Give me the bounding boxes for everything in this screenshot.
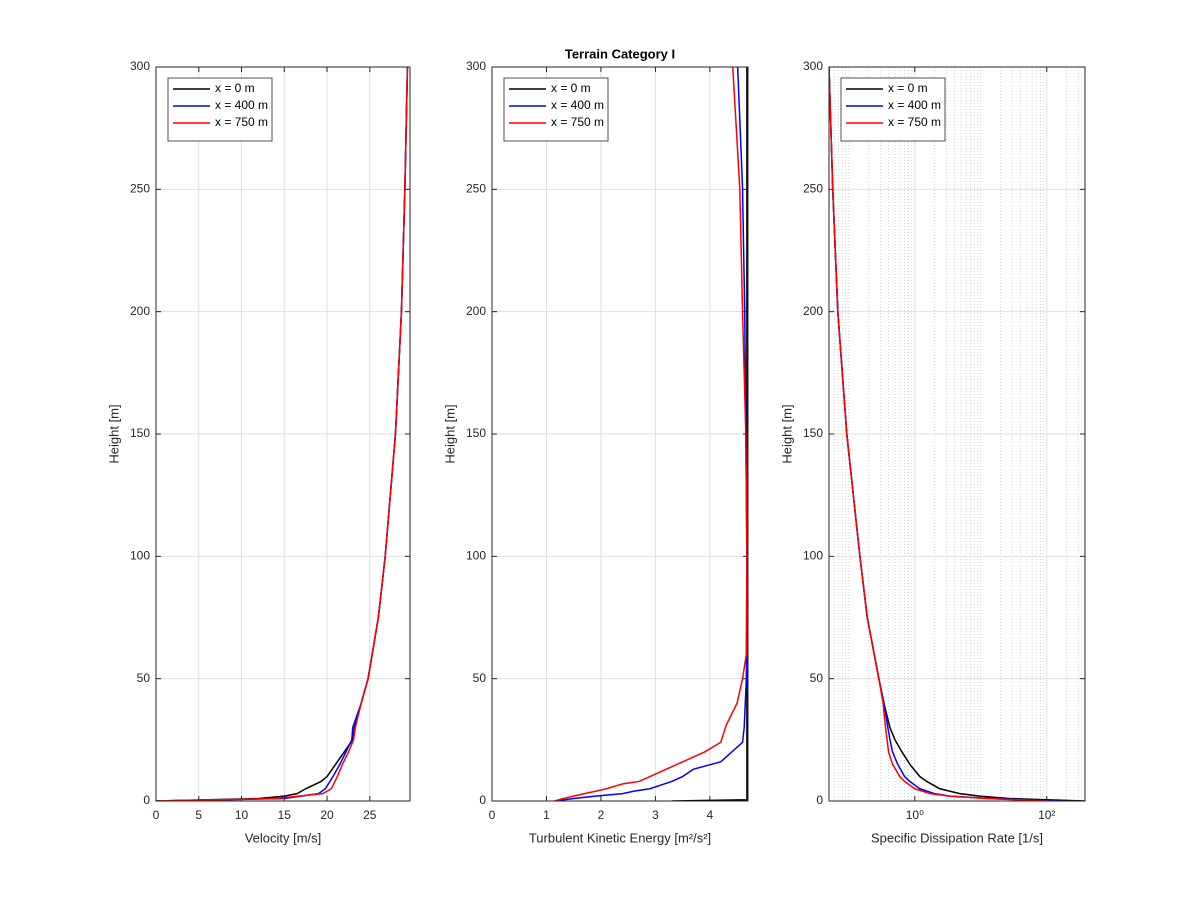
data-line bbox=[156, 67, 409, 801]
y-tick-label: 0 bbox=[816, 793, 823, 807]
y-tick-label: 100 bbox=[803, 549, 823, 563]
y-axis-label: Height [m] bbox=[779, 404, 794, 463]
y-tick-label: 200 bbox=[130, 304, 150, 318]
y-tick-label: 50 bbox=[473, 671, 487, 685]
y-tick-label: 250 bbox=[803, 182, 823, 196]
y-tick-label: 150 bbox=[130, 426, 150, 440]
axes-box bbox=[828, 66, 1086, 802]
x-tick-label: 10 bbox=[235, 808, 249, 822]
y-tick-label: 250 bbox=[130, 182, 150, 196]
x-tick-label: 4 bbox=[707, 808, 714, 822]
legend-label: x = 400 m bbox=[551, 98, 604, 112]
y-tick-label: 300 bbox=[466, 59, 486, 73]
legend-label: x = 0 m bbox=[551, 81, 591, 95]
x-axis-label: Turbulent Kinetic Energy [m²/s²] bbox=[529, 830, 711, 845]
legend-label: x = 400 m bbox=[888, 98, 941, 112]
y-tick-label: 50 bbox=[137, 671, 151, 685]
y-axis-label: Height [m] bbox=[442, 404, 457, 463]
y-tick-label: 300 bbox=[130, 59, 150, 73]
y-tick-label: 100 bbox=[130, 549, 150, 563]
y-tick-label: 250 bbox=[466, 182, 486, 196]
chart-title: Terrain Category I bbox=[565, 46, 675, 61]
y-tick-label: 200 bbox=[466, 304, 486, 318]
x-tick-label: 3 bbox=[652, 808, 659, 822]
data-line bbox=[554, 67, 748, 801]
y-tick-label: 200 bbox=[803, 304, 823, 318]
legend-label: x = 750 m bbox=[888, 115, 941, 129]
x-tick-label: 0 bbox=[489, 808, 496, 822]
legend-label: x = 750 m bbox=[551, 115, 604, 129]
x-axis-label: Specific Dissipation Rate [1/s] bbox=[871, 830, 1043, 845]
y-tick-label: 0 bbox=[479, 793, 486, 807]
x-tick-label: 1 bbox=[543, 808, 550, 822]
legend-label: x = 0 m bbox=[888, 81, 928, 95]
y-tick-label: 100 bbox=[466, 549, 486, 563]
x-tick-label: 25 bbox=[363, 808, 377, 822]
x-tick-label: 0 bbox=[153, 808, 160, 822]
axes-box bbox=[155, 66, 411, 802]
y-tick-label: 50 bbox=[810, 671, 824, 685]
y-tick-label: 150 bbox=[466, 426, 486, 440]
x-tick-label: 15 bbox=[278, 808, 292, 822]
legend-label: x = 400 m bbox=[215, 98, 268, 112]
x-tick-label: 5 bbox=[195, 808, 202, 822]
legend-label: x = 0 m bbox=[215, 81, 255, 95]
y-tick-label: 150 bbox=[803, 426, 823, 440]
x-tick-label: 2 bbox=[598, 808, 605, 822]
x-tick-label: 10⁰ bbox=[906, 808, 924, 822]
axes-box bbox=[491, 66, 749, 802]
y-tick-label: 0 bbox=[143, 793, 150, 807]
legend-label: x = 750 m bbox=[215, 115, 268, 129]
x-tick-label: 10² bbox=[1038, 808, 1055, 822]
data-line bbox=[829, 67, 1050, 801]
data-line bbox=[554, 67, 748, 801]
y-axis-label: Height [m] bbox=[106, 404, 121, 463]
y-tick-label: 300 bbox=[803, 59, 823, 73]
x-tick-label: 20 bbox=[320, 808, 334, 822]
x-axis-label: Velocity [m/s] bbox=[245, 830, 322, 845]
